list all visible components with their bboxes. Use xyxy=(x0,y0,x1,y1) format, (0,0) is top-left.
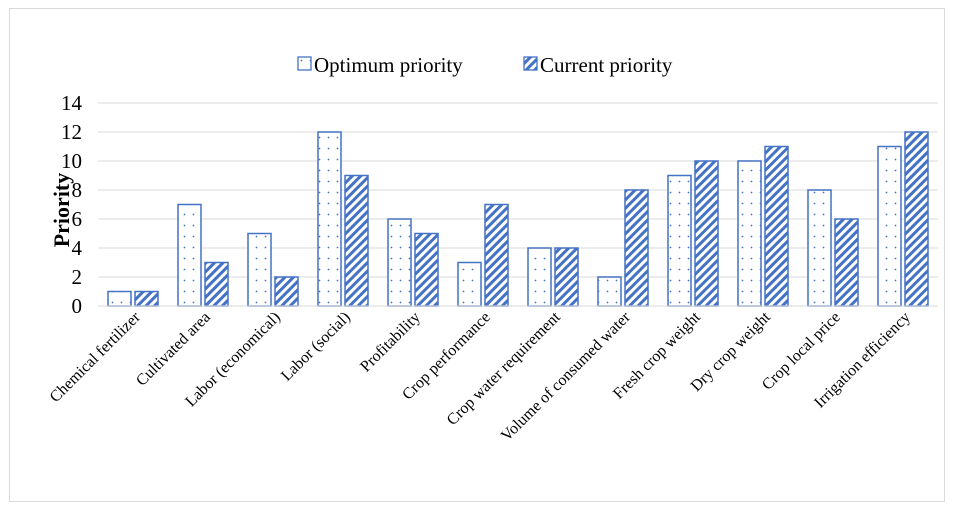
bar-current xyxy=(414,232,439,307)
y-tick-label: 12 xyxy=(61,120,82,144)
y-axis-ticks: 0 2 4 6 8 10 12 14 xyxy=(61,91,83,318)
legend-swatch-optimum xyxy=(297,56,312,71)
legend: Optimum priority Current priority xyxy=(297,53,673,77)
y-tick-label: 6 xyxy=(72,207,83,231)
bar-optimum xyxy=(527,247,552,307)
bar-current xyxy=(764,145,789,307)
bar-optimum xyxy=(387,218,412,307)
y-tick-label: 14 xyxy=(61,91,83,115)
x-category-label: Cultivated area xyxy=(133,309,214,390)
bar-current xyxy=(624,189,649,307)
x-category-label: Chemical fertilizer xyxy=(47,308,145,406)
bar-optimum xyxy=(597,276,622,307)
bar-current xyxy=(554,247,579,307)
bar-optimum xyxy=(667,174,692,307)
gridlines xyxy=(98,102,938,278)
y-tick-label: 8 xyxy=(72,178,83,202)
legend-label-current: Current priority xyxy=(540,53,673,77)
y-tick-label: 2 xyxy=(72,265,83,289)
bar-current xyxy=(274,276,299,307)
bar-optimum xyxy=(107,290,132,307)
bar-optimum xyxy=(807,189,832,307)
bar-optimum xyxy=(247,232,272,307)
bar-optimum xyxy=(737,160,762,307)
bar-optimum xyxy=(177,203,202,307)
bar-optimum xyxy=(317,131,342,307)
y-tick-label: 0 xyxy=(72,294,83,318)
y-tick-label: 4 xyxy=(72,236,83,260)
bar-optimum xyxy=(457,261,482,307)
y-axis-title: Priority xyxy=(49,173,74,248)
bar-current xyxy=(134,290,159,307)
bar-current xyxy=(484,203,509,307)
x-category-label: Labor (social) xyxy=(278,309,354,385)
x-category-label: Crop water requirement xyxy=(444,308,564,428)
bar-current xyxy=(694,160,719,307)
bar-current xyxy=(834,218,859,307)
bar-current xyxy=(204,261,229,307)
x-category-label: Profitability xyxy=(357,309,424,376)
bar-current xyxy=(904,131,929,307)
legend-swatch-current xyxy=(523,56,538,71)
y-tick-label: 10 xyxy=(61,149,82,173)
bar-current xyxy=(344,174,369,307)
legend-label-optimum: Optimum priority xyxy=(314,53,463,77)
bar-optimum xyxy=(877,145,902,307)
chart-frame xyxy=(9,8,945,502)
x-category-label: Volume of consumed water xyxy=(498,308,634,444)
